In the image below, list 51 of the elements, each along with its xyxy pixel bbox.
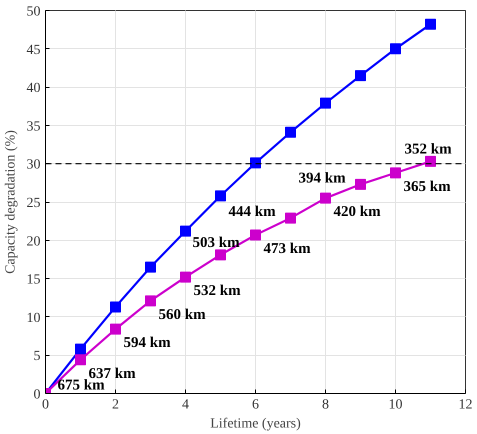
- point: [110, 324, 121, 335]
- point: [285, 126, 296, 138]
- y-axis-title: Capacity degradation (%): [4, 130, 18, 274]
- point: [250, 229, 261, 240]
- point: [425, 156, 436, 167]
- y-tick-label: 5: [34, 349, 40, 364]
- point: [425, 18, 436, 30]
- annotation: 444 km: [228, 204, 276, 220]
- annotation: 420 km: [334, 204, 382, 220]
- y-tick-label: 30: [26, 158, 40, 173]
- point: [75, 344, 86, 355]
- annotation: 532 km: [194, 283, 242, 300]
- annotation: 594 km: [124, 335, 172, 352]
- point: [355, 70, 366, 82]
- annotation: 365 km: [404, 178, 452, 195]
- x-tick-label: 12: [458, 398, 472, 412]
- x-tick-label: 2: [112, 398, 119, 412]
- y-tick-label: 25: [26, 196, 40, 211]
- point: [215, 190, 226, 202]
- x-tick-label: 4: [182, 398, 189, 412]
- point: [320, 98, 331, 109]
- point: [180, 226, 191, 237]
- point: [285, 212, 296, 224]
- point: [390, 43, 401, 54]
- point: [75, 354, 86, 366]
- x-axis-title: Lifetime (years): [210, 416, 302, 432]
- point: [215, 249, 226, 260]
- y-tick-label: 45: [26, 42, 40, 58]
- x-tick-label: 10: [388, 398, 402, 412]
- point: [145, 295, 156, 306]
- point: [390, 167, 401, 178]
- y-tick-label: 50: [26, 4, 40, 20]
- point: [250, 157, 261, 168]
- point: [145, 262, 156, 273]
- annotation: 394 km: [298, 170, 346, 186]
- y-tick-label: 0: [34, 388, 40, 402]
- point: [320, 192, 331, 204]
- point: [110, 301, 121, 312]
- y-tick-label: 20: [26, 234, 40, 250]
- annotation: 352 km: [404, 141, 452, 158]
- annotation: 473 km: [264, 240, 312, 257]
- y-tick-label: 40: [26, 81, 40, 96]
- y-tick-label: 10: [26, 310, 40, 326]
- point: [180, 272, 191, 283]
- point: [355, 178, 366, 190]
- x-tick-label: 8: [322, 398, 329, 412]
- x-tick-label: 6: [252, 398, 259, 412]
- annotation: 503 km: [192, 234, 240, 251]
- y-tick-label: 35: [26, 119, 40, 134]
- y-tick-label: 15: [26, 272, 40, 288]
- annotation: 560 km: [158, 306, 206, 323]
